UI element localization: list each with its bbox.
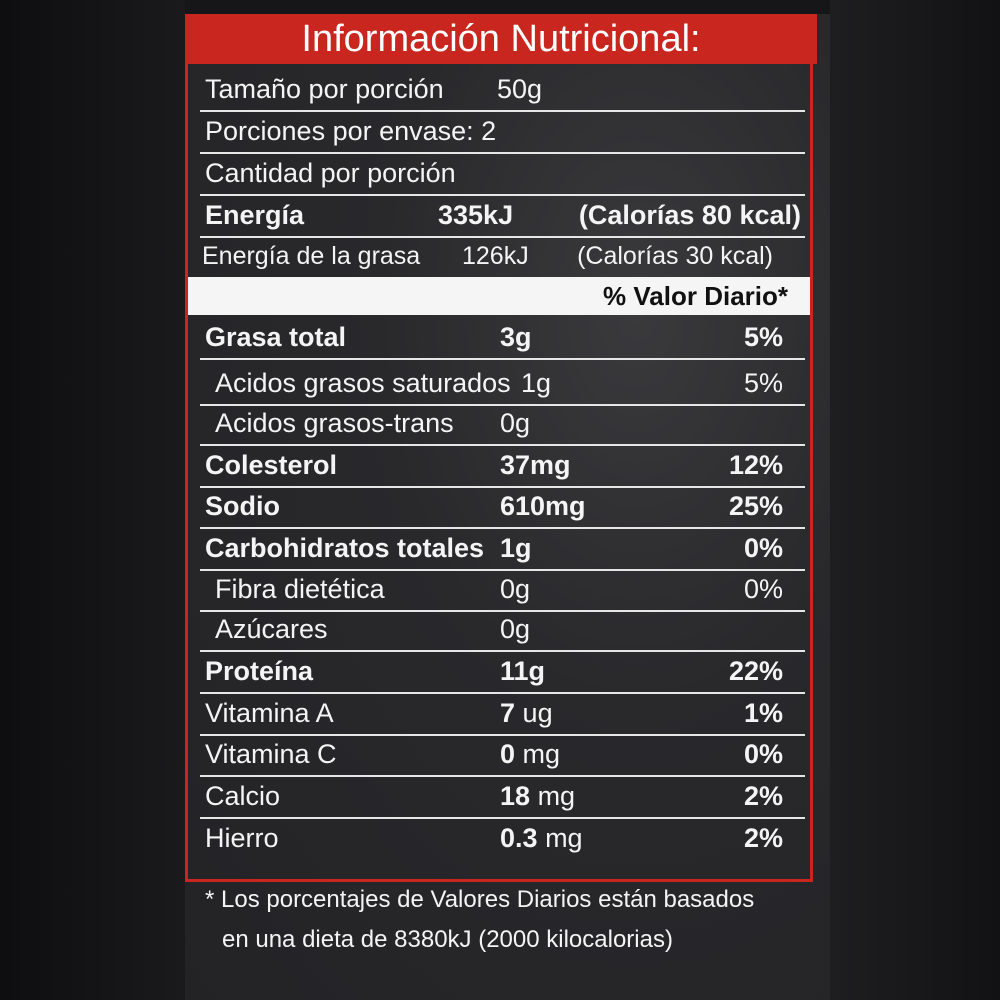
nutrient-row: Grasa total 3g 5% xyxy=(200,316,805,360)
nutrient-unit: mg xyxy=(522,739,561,769)
nutrient-amount: 37mg xyxy=(500,450,571,480)
nutrient-row: Colesterol 37mg 12% xyxy=(200,444,805,488)
nutrient-amount-group: 610mg xyxy=(500,491,586,522)
energy-label: Energía xyxy=(205,200,305,230)
amount-per-serving: Cantidad por porción xyxy=(205,158,456,188)
nutrient-row: Acidos grasos saturados 1g 5% xyxy=(200,362,805,406)
serving-size-row: Tamaño por porción 50g xyxy=(200,68,805,112)
nutrient-name: Hierro xyxy=(205,823,279,853)
energy-fat-row: Energía de la grasa 126kJ (Calorías 30 k… xyxy=(200,236,805,278)
daily-value-header: % Valor Diario* xyxy=(188,277,810,315)
nutrient-amount: 0.3 xyxy=(500,823,538,853)
nutrient-name: Fibra dietética xyxy=(215,574,385,604)
nutrient-amount-group: 37mg xyxy=(500,450,571,481)
nutrient-amount: 7 xyxy=(500,698,516,728)
nutrient-amount: 0g xyxy=(500,574,531,604)
nutrient-name: Vitamina A xyxy=(205,698,334,728)
nutrient-name: Calcio xyxy=(205,781,281,811)
nutrient-daily-value: 0% xyxy=(743,533,783,563)
nutrient-amount-group: 0g xyxy=(500,574,530,605)
nutrient-daily-value: 5% xyxy=(743,368,783,398)
nutrient-name: Grasa total xyxy=(205,322,347,352)
nutrient-daily-value: 1% xyxy=(743,698,783,728)
nutrient-name: Sodio xyxy=(205,491,280,521)
nutrient-daily-value: 12% xyxy=(728,450,783,480)
nutrient-name: Acidos grasos saturados xyxy=(215,368,511,398)
energy-kcal: (Calorías 80 kcal) xyxy=(578,200,801,230)
daily-value-label: % Valor Diario* xyxy=(603,281,788,311)
nutrient-row: Sodio 610mg 25% xyxy=(200,485,805,529)
nutrient-row: Proteína 11g 22% xyxy=(200,650,805,694)
nutrient-amount-group: 7 ug xyxy=(500,698,553,729)
nutrient-amount: 3g xyxy=(500,322,532,352)
nutrient-daily-value: 0% xyxy=(743,739,783,769)
nutrient-row: Carbohidratos totales 1g 0% xyxy=(200,527,805,571)
nutrient-amount: 610mg xyxy=(500,491,586,521)
servings-per-container-row: Porciones por envase: 2 xyxy=(200,110,805,154)
energy-kj: 335kJ xyxy=(438,200,514,230)
nutrient-row: Calcio 18 mg 2% xyxy=(200,775,805,819)
nutrient-row: Acidos grasos-trans 0g xyxy=(200,402,805,446)
nutrient-amount: 1g xyxy=(521,368,552,398)
nutrient-row: Azúcares 0g xyxy=(200,608,805,652)
label-panel xyxy=(185,14,830,1000)
nutrient-row: Hierro 0.3 mg 2% xyxy=(200,817,805,859)
nutrient-daily-value: 22% xyxy=(728,656,783,686)
nutrient-row: Vitamina C 0 mg 0% xyxy=(200,733,805,777)
nutrient-daily-value: 25% xyxy=(728,491,783,521)
nutrient-amount-group: 0g xyxy=(500,614,530,645)
nutrient-unit: mg xyxy=(537,781,576,811)
energy-fat-kcal: (Calorías 30 kcal) xyxy=(577,242,773,270)
nutrient-daily-value: 2% xyxy=(743,781,783,811)
label-header: Información Nutricional: xyxy=(185,14,817,64)
nutrient-amount-group: 18 mg xyxy=(500,781,575,812)
label-frame xyxy=(185,14,813,882)
nutrient-amount: 18 xyxy=(500,781,531,811)
nutrient-name: Carbohidratos totales xyxy=(205,533,485,563)
nutrient-amount: 0g xyxy=(500,614,531,644)
footnote-line-1: * Los porcentajes de Valores Diarios est… xyxy=(205,886,755,913)
nutrient-daily-value: 5% xyxy=(743,322,783,352)
amount-per-serving-row: Cantidad por porción xyxy=(200,152,805,196)
nutrient-amount: 1g xyxy=(500,533,532,563)
nutrient-row: Fibra dietética 0g 0% xyxy=(200,568,805,612)
background-right xyxy=(830,0,1000,1000)
nutrient-name: Colesterol xyxy=(205,450,338,480)
nutrient-name: Azúcares xyxy=(215,614,328,644)
label-title: Información Nutricional: xyxy=(301,17,701,60)
energy-fat-label: Energía de la grasa xyxy=(202,242,421,270)
nutrient-amount: 0 xyxy=(500,739,516,769)
nutrient-row: Vitamina A 7 ug 1% xyxy=(200,692,805,736)
nutrient-amount-group: 0 mg xyxy=(500,739,560,770)
nutrient-amount: 0g xyxy=(500,408,531,438)
nutrient-amount-group: 1g xyxy=(500,533,532,564)
serving-size-value: 50g xyxy=(497,74,543,104)
nutrient-name: Proteína xyxy=(205,656,314,686)
servings-per-container: Porciones por envase: 2 xyxy=(205,116,497,146)
nutrient-amount-group: 0g xyxy=(500,408,530,439)
nutrient-unit: ug xyxy=(522,698,553,728)
nutrient-daily-value: 0% xyxy=(743,574,783,604)
nutrient-name: Acidos grasos-trans xyxy=(215,408,454,438)
nutrient-amount-group: 3g xyxy=(500,322,532,353)
energy-fat-kj: 126kJ xyxy=(462,242,529,270)
background-left xyxy=(0,0,185,1000)
footnote-line-2: en una dieta de 8380kJ (2000 kilocaloria… xyxy=(222,926,673,953)
nutrient-amount: 11g xyxy=(500,656,546,686)
energy-row: Energía 335kJ (Calorías 80 kcal) xyxy=(200,194,805,238)
nutrient-amount-group: 1g xyxy=(521,368,551,399)
nutrient-unit: mg xyxy=(545,823,583,853)
nutrient-amount-group: 11g xyxy=(500,656,545,687)
nutrient-daily-value: 2% xyxy=(743,823,783,853)
nutrient-amount-group: 0.3 mg xyxy=(500,823,583,854)
serving-size-label: Tamaño por porción xyxy=(205,74,444,104)
nutrient-name: Vitamina C xyxy=(205,739,337,769)
